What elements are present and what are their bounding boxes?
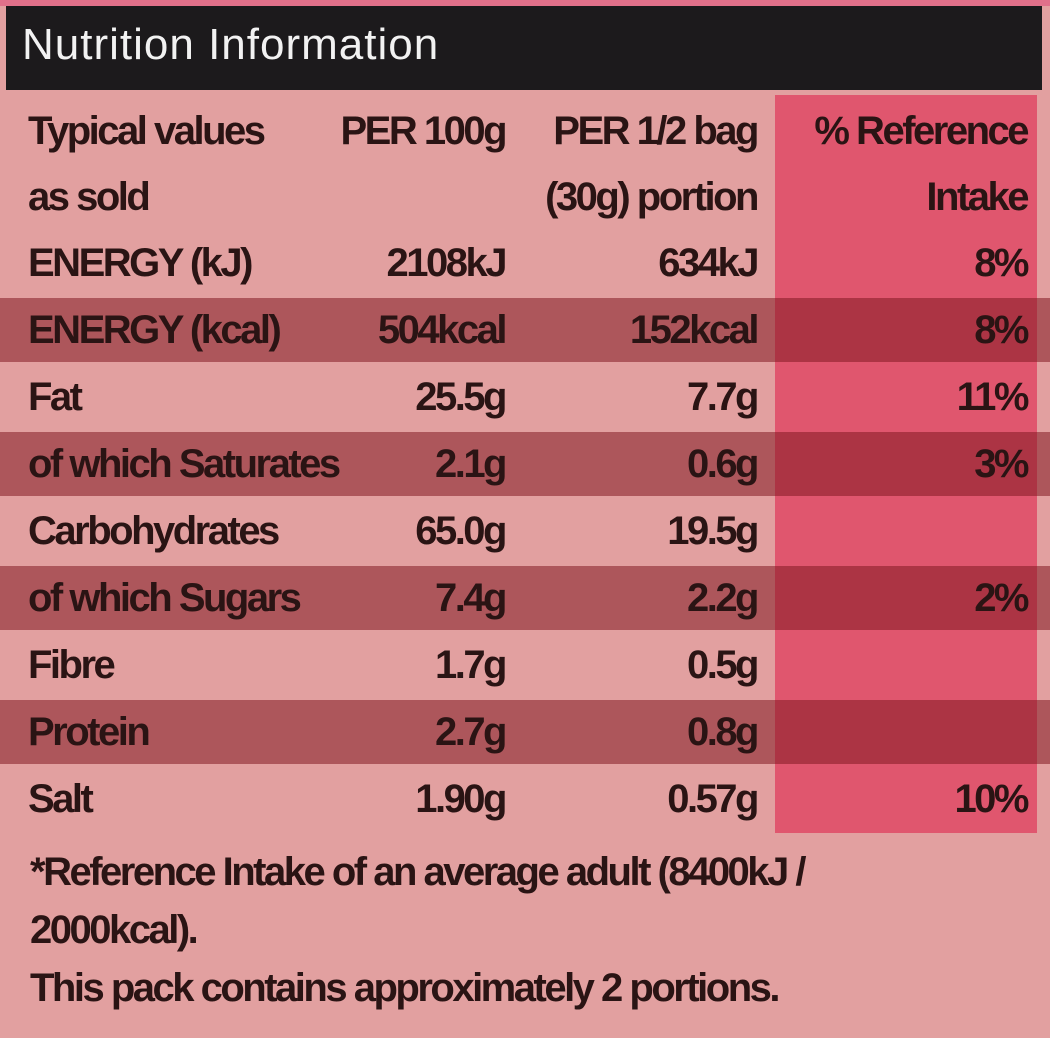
row-value: 0.6g [686,442,760,486]
row-value: 152kcal [629,308,760,352]
row-value: 25.5g [415,375,507,419]
row-value: 65.0g [415,509,507,553]
row-value: 2.7g [434,710,508,754]
row-value: 19.5g [667,509,759,553]
row-value: 2108kJ [386,241,508,285]
row-value: 2% [974,576,1029,620]
row-label: Protein [28,710,151,754]
row-value: 8% [974,241,1029,285]
row-label: Fibre [28,643,116,687]
row-value: 504kcal [377,308,508,352]
row-label: of which Saturates [28,442,341,486]
footnote-line: 2000kcal). [30,908,199,952]
row-value: 2.1g [434,442,508,486]
column-header: Intake [926,175,1029,219]
column-header: (30g) portion [545,175,759,219]
row-value: 8% [974,308,1029,352]
row-value: 1.7g [434,643,508,687]
row-label: Carbohydrates [28,509,280,553]
row-shading [0,700,1050,764]
row-shading [0,432,1050,496]
row-label: of which Sugars [28,576,302,620]
row-label: Fat [28,375,83,419]
footnote-line: *Reference Intake of an average adult (8… [30,850,807,894]
row-label: Salt [28,777,94,821]
row-value: 2.2g [686,576,760,620]
row-value: 0.5g [686,643,760,687]
row-label: ENERGY (kJ) [28,241,253,285]
row-value: 634kJ [658,241,759,285]
top-strip [0,0,1050,6]
column-header: PER 100g [340,109,507,153]
column-header: % Reference [814,109,1029,153]
title: Nutrition Information [22,20,440,69]
footnote-line: This pack contains approximately 2 porti… [30,966,781,1010]
header-bar [6,6,1042,90]
row-value: 7.7g [686,375,760,419]
row-shading [0,566,1050,630]
row-value: 3% [974,442,1029,486]
column-header: as sold [28,175,151,219]
row-label: ENERGY (kcal) [28,308,282,352]
column-header: PER 1/2 bag [553,109,759,153]
column-header: Typical values [28,109,266,153]
row-value: 7.4g [434,576,508,620]
row-shading [0,298,1050,362]
row-value: 10% [954,777,1029,821]
row-value: 0.57g [667,777,759,821]
row-value: 1.90g [415,777,507,821]
row-value: 11% [956,375,1030,419]
row-value: 0.8g [686,710,760,754]
